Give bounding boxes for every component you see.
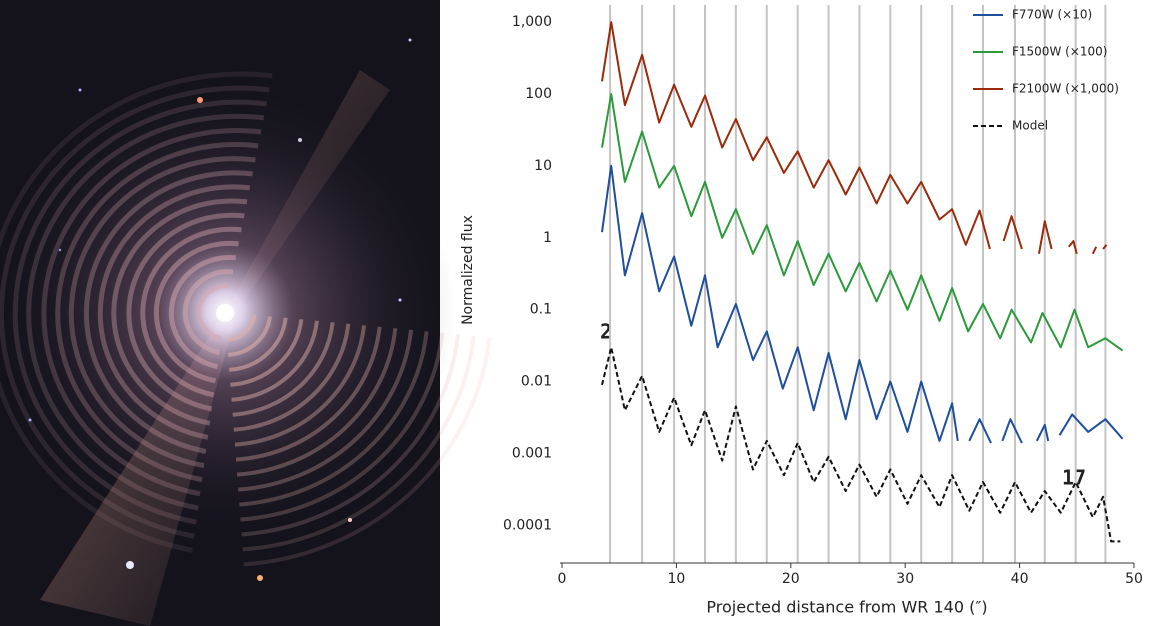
x-axis-label: Projected distance from WR 140 (″) bbox=[706, 598, 987, 617]
y-tick-label: 0.1 bbox=[530, 302, 552, 318]
x-tick-label: 40 bbox=[1011, 571, 1029, 587]
y-tick-label: 100 bbox=[525, 86, 552, 102]
legend-label: F1500W (×100) bbox=[1012, 45, 1107, 59]
series-line bbox=[602, 347, 1120, 541]
photo-core bbox=[216, 304, 234, 322]
figure: Normalized flux Projected distance from … bbox=[0, 0, 1154, 626]
y-tick-label: 0.001 bbox=[512, 446, 552, 462]
y-tick-label: 1,000 bbox=[512, 14, 552, 30]
y-tick-label: 0.0001 bbox=[503, 517, 552, 533]
photo-star bbox=[79, 89, 82, 92]
x-tick-label: 0 bbox=[558, 571, 567, 587]
photo-star bbox=[348, 518, 352, 522]
y-tick-label: 1 bbox=[543, 230, 552, 246]
y-tick-label: 10 bbox=[534, 158, 552, 174]
x-tick-label: 20 bbox=[782, 571, 800, 587]
x-tick-label: 50 bbox=[1125, 571, 1143, 587]
legend-label: F770W (×10) bbox=[1012, 8, 1092, 22]
photo-star bbox=[59, 249, 61, 251]
legend-label: F2100W (×1,000) bbox=[1012, 82, 1119, 96]
y-axis-label: Normalized flux bbox=[460, 215, 476, 325]
photo-star bbox=[298, 138, 302, 142]
photo-star bbox=[257, 575, 263, 581]
photo-star bbox=[126, 561, 134, 569]
photo-star bbox=[399, 299, 402, 302]
legend-label: Model bbox=[1012, 119, 1048, 133]
photo-star bbox=[197, 97, 203, 103]
photo-star bbox=[409, 39, 412, 42]
page: Normalized flux Projected distance from … bbox=[0, 0, 1154, 626]
photo bbox=[0, 0, 489, 626]
photo-star bbox=[29, 419, 32, 422]
x-tick-label: 10 bbox=[667, 571, 685, 587]
y-tick-label: 0.01 bbox=[521, 374, 552, 390]
x-tick-label: 30 bbox=[896, 571, 914, 587]
